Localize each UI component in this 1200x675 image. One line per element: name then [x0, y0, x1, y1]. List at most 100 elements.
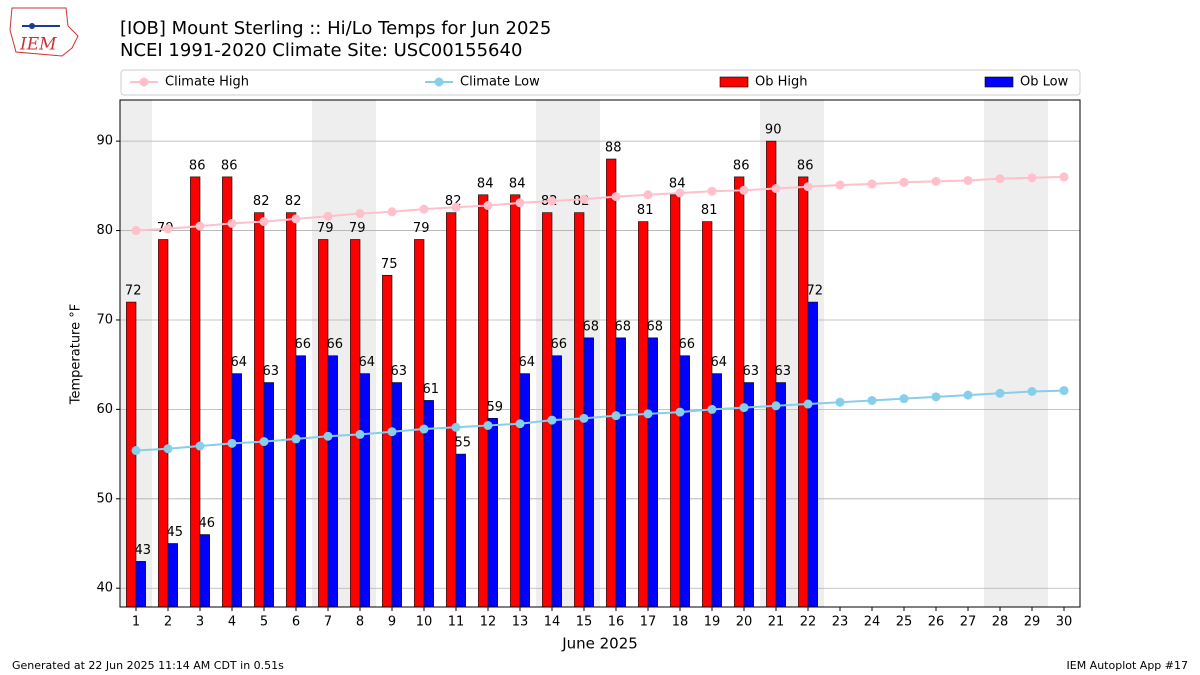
x-tick-label: 28 — [992, 615, 1009, 630]
data-label: 64 — [711, 355, 728, 370]
data-label: 82 — [253, 194, 270, 209]
bar — [199, 534, 210, 608]
x-tick-label: 9 — [388, 615, 396, 630]
data-label: 90 — [765, 123, 782, 138]
data-label: 79 — [349, 221, 366, 236]
x-tick-label: 10 — [416, 615, 433, 630]
logo-outline — [9, 7, 79, 57]
bar — [391, 382, 402, 608]
data-label: 66 — [551, 337, 568, 352]
line-point — [995, 174, 1005, 184]
x-tick-label: 29 — [1024, 615, 1041, 630]
line-point — [547, 196, 557, 206]
bar — [318, 239, 329, 608]
y-tick-label: 40 — [96, 581, 113, 596]
line-point — [515, 419, 525, 429]
data-label: 68 — [647, 319, 664, 334]
x-tick-label: 25 — [896, 615, 913, 630]
data-label: 64 — [359, 355, 376, 370]
line-point — [291, 434, 301, 444]
logo-dot — [29, 23, 35, 29]
bar — [542, 212, 553, 608]
x-tick-label: 14 — [544, 615, 561, 630]
data-label: 63 — [263, 364, 280, 379]
line-point — [259, 437, 269, 447]
bar — [798, 176, 809, 608]
chart-subtitle: NCEI 1991-2020 Climate Site: USC00155640 — [120, 40, 522, 61]
bar — [350, 239, 361, 608]
x-tick-label: 2 — [164, 615, 172, 630]
bar — [574, 212, 585, 608]
line-point — [931, 176, 941, 186]
line-point — [739, 185, 749, 195]
line-point — [515, 198, 525, 208]
line-point — [867, 179, 877, 189]
line-point — [163, 444, 173, 454]
bar — [254, 212, 265, 608]
line-point — [643, 409, 653, 419]
legend-label: Climate High — [165, 75, 249, 90]
legend-label: Climate Low — [460, 75, 540, 90]
x-tick-label: 21 — [768, 615, 785, 630]
x-tick-label: 23 — [832, 615, 849, 630]
legend-swatch — [719, 76, 749, 88]
legend-marker — [434, 77, 444, 87]
bar — [679, 355, 690, 608]
x-tick-label: 16 — [608, 615, 625, 630]
line-point — [291, 214, 301, 224]
data-label: 66 — [679, 337, 696, 352]
line-point — [355, 429, 365, 439]
data-label: 79 — [413, 221, 430, 236]
data-label: 72 — [125, 284, 142, 299]
logo-text: IEM — [19, 35, 57, 55]
line-point — [323, 211, 333, 221]
data-label: 86 — [221, 158, 238, 173]
x-tick-label: 18 — [672, 615, 689, 630]
x-tick-label: 22 — [800, 615, 817, 630]
y-tick-label: 60 — [96, 402, 113, 417]
x-tick-label: 27 — [960, 615, 977, 630]
x-tick-label: 13 — [512, 615, 529, 630]
bar — [510, 194, 521, 608]
line-point — [387, 427, 397, 437]
line-point — [611, 192, 621, 202]
bar — [519, 373, 530, 608]
bar — [158, 239, 169, 608]
data-label: 75 — [381, 257, 398, 272]
data-label: 68 — [583, 319, 600, 334]
line-point — [899, 177, 909, 187]
line-point — [995, 388, 1005, 398]
data-label: 46 — [199, 516, 216, 531]
data-label: 63 — [775, 364, 792, 379]
data-label: 43 — [135, 543, 152, 558]
line-point — [1059, 386, 1069, 396]
footer-left: Generated at 22 Jun 2025 11:14 AM CDT in… — [12, 659, 284, 672]
line-point — [931, 392, 941, 402]
data-label: 68 — [615, 319, 632, 334]
data-label: 86 — [189, 158, 206, 173]
bar — [167, 543, 178, 608]
x-tick-label: 1 — [132, 615, 140, 630]
bar — [231, 373, 242, 608]
y-tick-label: 70 — [96, 312, 113, 327]
data-label: 72 — [807, 284, 824, 299]
line-point — [387, 207, 397, 217]
line-point — [707, 404, 717, 414]
line-point — [419, 424, 429, 434]
line-point — [643, 190, 653, 200]
legend-box — [120, 69, 1081, 96]
line-point — [131, 226, 141, 236]
data-label: 84 — [669, 176, 686, 191]
data-label: 66 — [327, 337, 344, 352]
data-label: 55 — [455, 436, 472, 451]
x-tick-label: 15 — [576, 615, 593, 630]
bar — [606, 158, 617, 608]
data-label: 59 — [487, 400, 504, 415]
line — [135, 175, 1065, 232]
line-point — [195, 441, 205, 451]
logo: IEM — [9, 7, 79, 57]
data-label: 86 — [733, 158, 750, 173]
x-tick-label: 26 — [928, 615, 945, 630]
data-label: 86 — [797, 158, 814, 173]
